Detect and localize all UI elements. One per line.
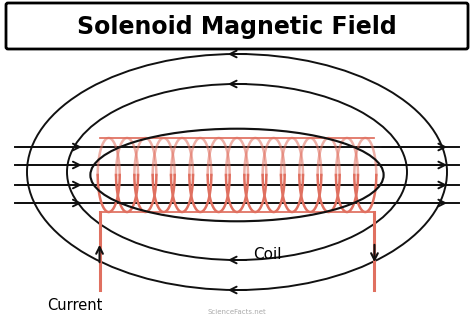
Text: Coil: Coil (253, 247, 281, 262)
Text: Current: Current (47, 298, 102, 313)
Text: ScienceFacts.net: ScienceFacts.net (208, 309, 266, 315)
FancyBboxPatch shape (6, 3, 468, 49)
Text: Solenoid Magnetic Field: Solenoid Magnetic Field (77, 15, 397, 39)
